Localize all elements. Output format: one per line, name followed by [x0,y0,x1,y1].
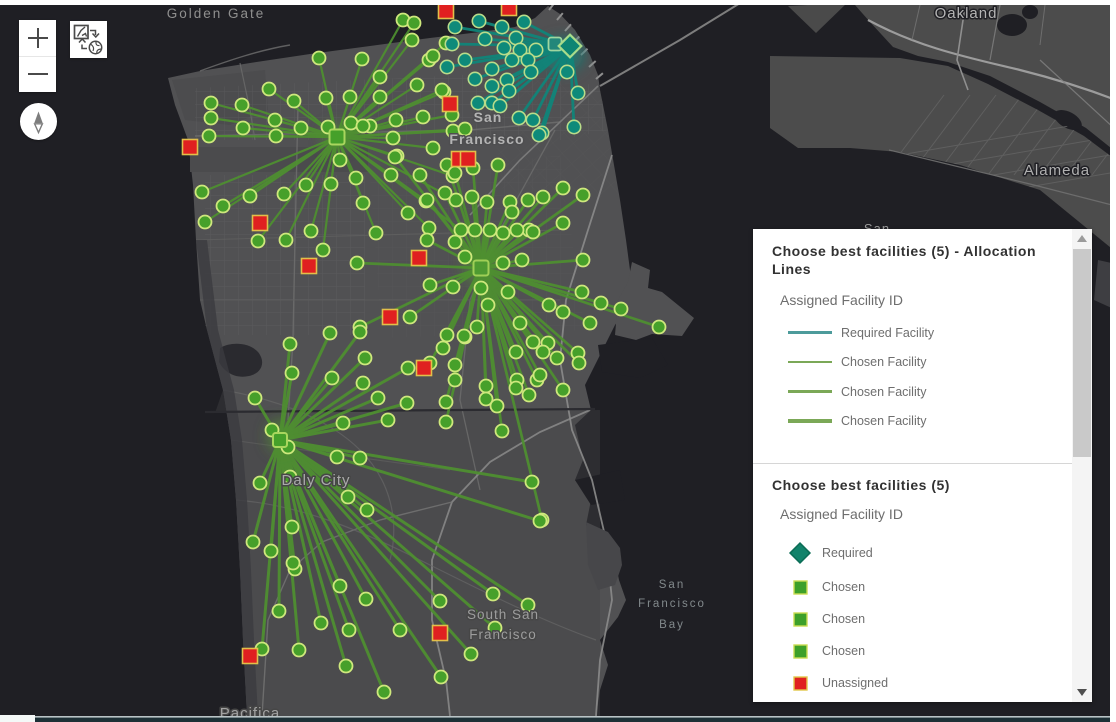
svg-text:Golden Gate: Golden Gate [167,6,266,21]
svg-text:Alameda: Alameda [1024,162,1090,179]
svg-text:Daly City: Daly City [281,472,350,489]
svg-text:Francisco: Francisco [449,131,524,147]
svg-text:San: San [474,109,503,125]
svg-text:Francisco: Francisco [638,598,706,610]
svg-text:Oakland: Oakland [935,5,998,22]
svg-text:Francisco: Francisco [469,627,537,642]
svg-text:South San: South San [467,607,539,622]
svg-text:Bay: Bay [659,619,685,631]
svg-text:San: San [659,579,685,591]
